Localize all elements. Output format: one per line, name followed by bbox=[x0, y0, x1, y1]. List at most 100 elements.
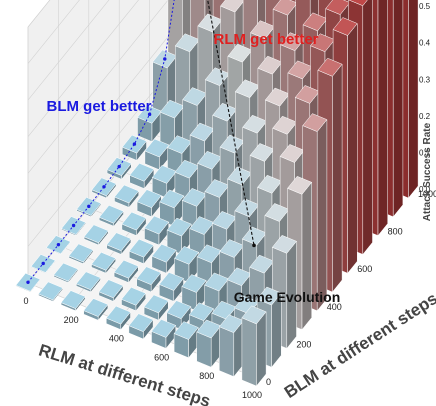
bar-side-face bbox=[316, 118, 328, 312]
y-tick-label: 800 bbox=[388, 227, 403, 237]
bar-top-face bbox=[83, 298, 109, 317]
bar bbox=[129, 162, 155, 190]
blm-frontier-point bbox=[41, 261, 45, 266]
bar-top-face bbox=[144, 215, 170, 235]
bar-top-face bbox=[98, 279, 124, 299]
bar bbox=[60, 290, 86, 312]
bar-top-face bbox=[114, 184, 140, 204]
bar-side-face bbox=[332, 63, 343, 293]
bar bbox=[144, 215, 170, 246]
x-tick-label: 0 bbox=[23, 296, 28, 306]
bar-top-face bbox=[181, 274, 207, 293]
annotation-blm-better: BLM get better bbox=[47, 98, 152, 115]
bar-side-face bbox=[362, 0, 373, 256]
x-tick-label: 1000 bbox=[242, 390, 262, 400]
bar bbox=[106, 232, 132, 256]
bar-top-face bbox=[159, 189, 185, 209]
bar-side-face bbox=[392, 0, 404, 218]
bar-top-face bbox=[121, 286, 147, 306]
x-tick-label: 400 bbox=[109, 334, 124, 344]
bar-side-face bbox=[377, 0, 388, 237]
bar-top-face bbox=[136, 266, 162, 286]
bar-top-face bbox=[302, 113, 328, 132]
bar-top-face bbox=[166, 300, 192, 320]
bar-top-face bbox=[128, 238, 154, 258]
blm-frontier-point bbox=[102, 185, 106, 189]
bar-top-face bbox=[106, 232, 132, 252]
bar-top-face bbox=[143, 294, 169, 314]
bar bbox=[151, 319, 177, 350]
z-tick-label: 0.3 bbox=[419, 75, 431, 84]
bar-top-face bbox=[98, 204, 124, 224]
bar bbox=[151, 243, 177, 274]
bar bbox=[105, 305, 131, 331]
bar-side-face bbox=[256, 311, 267, 387]
bar-top-face bbox=[60, 290, 86, 309]
bar bbox=[143, 294, 169, 321]
bar-front-face bbox=[219, 326, 235, 377]
bar bbox=[166, 300, 192, 331]
bar bbox=[98, 204, 124, 227]
bar-top-face bbox=[348, 0, 368, 7]
annotation-game-evolution: Game Evolution bbox=[234, 289, 341, 305]
bar bbox=[38, 281, 64, 303]
bar bbox=[68, 243, 94, 265]
bar-top-face bbox=[75, 271, 101, 291]
bar-top-face bbox=[68, 243, 94, 263]
bar bbox=[121, 211, 147, 237]
bar-top-face bbox=[38, 281, 64, 301]
blm-frontier-line bbox=[27, 0, 175, 283]
bar-top-face bbox=[166, 217, 192, 237]
bar-top-face bbox=[83, 224, 109, 244]
bar-top-face bbox=[332, 17, 358, 36]
bar bbox=[159, 189, 185, 227]
bar-top-face bbox=[256, 286, 282, 306]
bar-front-face bbox=[241, 317, 257, 387]
y-tick-label: 400 bbox=[327, 302, 342, 312]
tick-labels: 02004006008001000020040060080010000.00.1… bbox=[23, 2, 436, 400]
bar-top-face bbox=[105, 305, 131, 325]
frontier-lines bbox=[26, 0, 256, 284]
bar-top-face bbox=[174, 245, 200, 265]
bar bbox=[98, 279, 124, 303]
z-tick-label: 0.5 bbox=[419, 2, 431, 11]
bar-top-face bbox=[113, 259, 139, 279]
grid-line-z bbox=[27, 0, 80, 64]
bar bbox=[136, 189, 162, 218]
bar bbox=[114, 184, 140, 209]
bar-top-face bbox=[151, 319, 177, 338]
x-tick-label: 800 bbox=[199, 371, 214, 381]
bar-top-face bbox=[173, 321, 199, 340]
x-tick-label: 200 bbox=[64, 315, 79, 325]
bar-top-face bbox=[241, 305, 267, 325]
bar-top-face bbox=[271, 234, 297, 254]
bar bbox=[136, 266, 162, 293]
bar-top-face bbox=[91, 251, 117, 271]
bar bbox=[53, 262, 79, 284]
bar-top-face bbox=[188, 302, 214, 322]
bar-top-face bbox=[144, 138, 170, 158]
blm-frontier-point bbox=[117, 164, 121, 169]
z-tick-label: 0.4 bbox=[419, 39, 431, 48]
bar bbox=[113, 259, 139, 284]
bar bbox=[144, 138, 170, 171]
blm-frontier-point bbox=[56, 242, 61, 247]
bar-side-face bbox=[408, 0, 419, 199]
blm-frontier-point bbox=[147, 112, 152, 117]
bar-side-face bbox=[347, 22, 358, 274]
bar-top-face bbox=[121, 211, 147, 231]
bar bbox=[128, 238, 154, 265]
z-axis-label: Attack Success Rate bbox=[422, 122, 433, 221]
blm-frontier-point bbox=[87, 204, 91, 209]
bar bbox=[75, 271, 101, 293]
blm-frontier-point bbox=[163, 57, 167, 61]
bar bbox=[83, 224, 109, 246]
blm-frontier-point bbox=[26, 280, 30, 284]
bar-top-face bbox=[136, 189, 162, 209]
bar bbox=[91, 251, 117, 274]
y-tick-label: 600 bbox=[357, 264, 372, 274]
grid-line-z bbox=[27, 0, 407, 101]
y-tick-label: 1000 bbox=[418, 189, 436, 199]
bar-top-face bbox=[317, 57, 343, 77]
